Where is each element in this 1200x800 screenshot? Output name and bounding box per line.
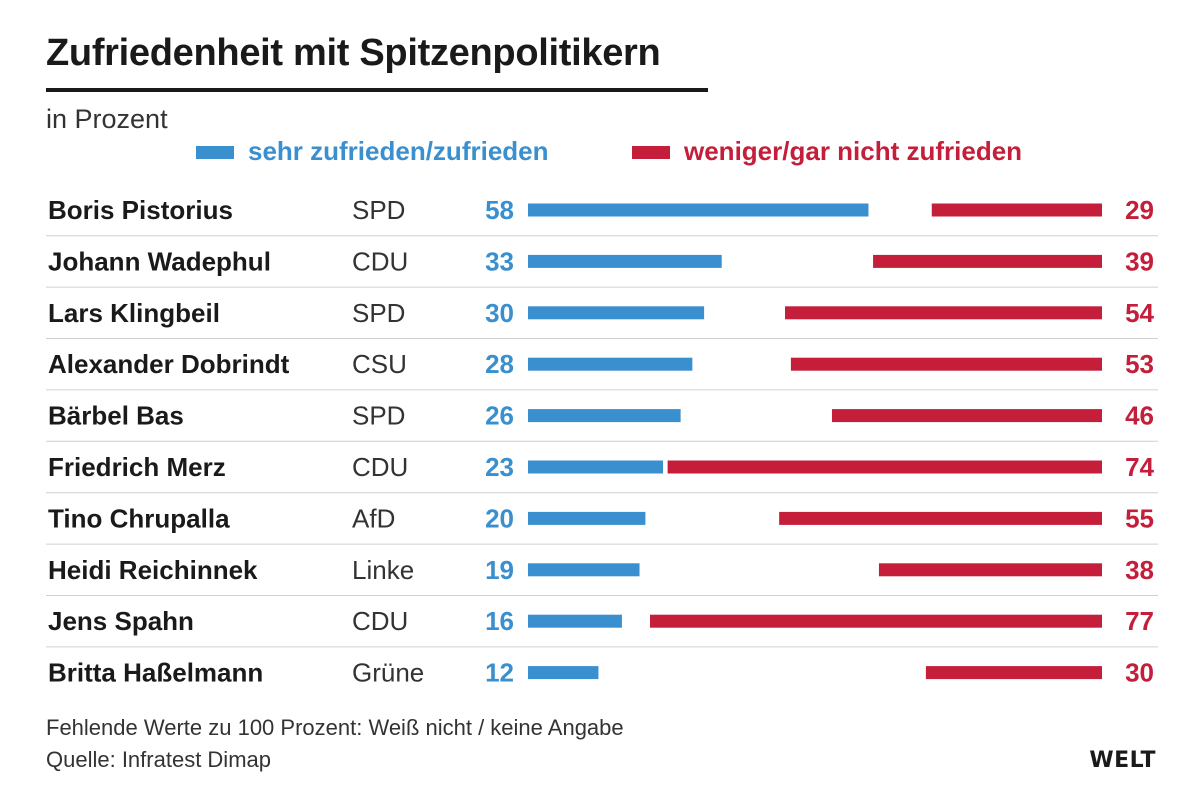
bar-negative	[925, 666, 1102, 680]
legend-label-negative: weniger/gar nicht zufrieden	[684, 136, 1023, 166]
value-label-positive: 12	[485, 658, 514, 688]
chart-title: Zufriedenheit mit Spitzenpolitikern	[46, 32, 661, 74]
party-label: AfD	[352, 503, 395, 533]
party-label: CDU	[352, 246, 408, 276]
politician-name: Boris Pistorius	[48, 195, 233, 225]
bar-positive	[528, 666, 599, 680]
value-label-negative: 46	[1125, 401, 1154, 431]
bar-positive	[528, 614, 622, 628]
bar-positive	[528, 357, 693, 371]
party-label: Grüne	[352, 658, 424, 688]
bar-negative	[878, 563, 1102, 577]
politician-name: Lars Klingbeil	[48, 298, 220, 328]
value-label-positive: 30	[485, 298, 514, 328]
bar-negative	[779, 511, 1102, 525]
politician-name: Friedrich Merz	[48, 452, 226, 482]
chart-subtitle: in Prozent	[46, 104, 168, 134]
value-label-negative: 54	[1125, 298, 1154, 328]
bar-negative	[931, 203, 1102, 217]
politician-name: Alexander Dobrindt	[48, 349, 290, 379]
bar-positive	[528, 460, 664, 474]
bar-positive	[528, 409, 681, 423]
politician-name: Heidi Reichinnek	[48, 555, 258, 585]
politician-name: Tino Chrupalla	[48, 503, 230, 533]
party-label: CSU	[352, 349, 407, 379]
value-label-positive: 33	[485, 246, 514, 276]
bar-negative	[650, 614, 1102, 628]
welt-logo: WELT	[1089, 748, 1156, 773]
value-label-positive: 19	[485, 555, 514, 585]
bar-negative	[831, 409, 1102, 423]
party-label: CDU	[352, 452, 408, 482]
value-label-negative: 74	[1125, 452, 1154, 482]
value-label-negative: 38	[1125, 555, 1154, 585]
value-label-positive: 16	[485, 606, 514, 636]
value-label-positive: 20	[485, 503, 514, 533]
value-label-negative: 29	[1125, 195, 1154, 225]
bar-positive	[528, 511, 646, 525]
legend-swatch-negative	[632, 146, 670, 159]
party-label: SPD	[352, 298, 405, 328]
value-label-positive: 58	[485, 195, 514, 225]
bar-positive	[528, 254, 722, 268]
value-label-positive: 26	[485, 401, 514, 431]
source-note: Quelle: Infratest Dimap	[46, 747, 271, 772]
title-underline	[46, 88, 708, 92]
party-label: SPD	[352, 401, 405, 431]
party-label: CDU	[352, 606, 408, 636]
bar-positive	[528, 563, 640, 577]
politician-name: Bärbel Bas	[48, 401, 184, 431]
bar-negative	[873, 254, 1102, 268]
bar-positive	[528, 203, 869, 217]
bar-negative	[790, 357, 1102, 371]
legend-label-positive: sehr zufrieden/zufrieden	[248, 136, 549, 166]
legend-swatch-positive	[196, 146, 234, 159]
footnote: Fehlende Werte zu 100 Prozent: Weiß nich…	[46, 715, 624, 740]
value-label-negative: 53	[1125, 349, 1154, 379]
value-label-negative: 77	[1125, 606, 1154, 636]
politician-name: Britta Haßelmann	[48, 658, 263, 688]
bar-negative	[785, 306, 1102, 320]
party-label: Linke	[352, 555, 414, 585]
value-label-negative: 55	[1125, 503, 1154, 533]
bar-positive	[528, 306, 705, 320]
value-label-negative: 39	[1125, 246, 1154, 276]
politician-name: Johann Wadephul	[48, 246, 271, 276]
value-label-positive: 23	[485, 452, 514, 482]
bar-negative	[667, 460, 1102, 474]
value-label-negative: 30	[1125, 658, 1154, 688]
politician-name: Jens Spahn	[48, 606, 194, 636]
party-label: SPD	[352, 195, 405, 225]
value-label-positive: 28	[485, 349, 514, 379]
